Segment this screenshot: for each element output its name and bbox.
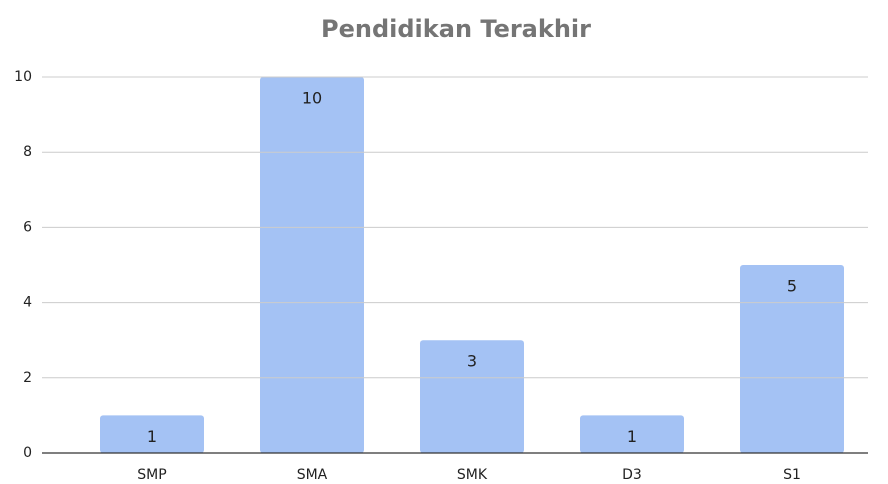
x-tick-label: D3: [622, 467, 642, 483]
y-tick-label: 6: [23, 219, 32, 235]
y-tick-label: 4: [23, 295, 32, 311]
y-tick-label: 10: [14, 69, 32, 85]
x-tick-label: SMK: [457, 467, 488, 483]
bar: [740, 265, 844, 453]
data-label: 1: [627, 427, 637, 446]
y-tick-label: 0: [23, 445, 32, 461]
x-tick-label: SMA: [297, 467, 328, 483]
bar: [580, 415, 684, 453]
x-tick-label: SMP: [137, 467, 166, 483]
chart-title: Pendidikan Terakhir: [321, 15, 591, 43]
bar: [420, 340, 524, 453]
x-tick-label: S1: [783, 467, 801, 483]
y-tick-label: 2: [23, 370, 32, 386]
data-label: 3: [467, 352, 477, 371]
data-label: 1: [147, 427, 157, 446]
bar: [100, 415, 204, 453]
data-label: 10: [302, 89, 322, 108]
data-label: 5: [787, 277, 797, 296]
bar: [260, 77, 364, 453]
y-tick-label: 8: [23, 144, 32, 160]
